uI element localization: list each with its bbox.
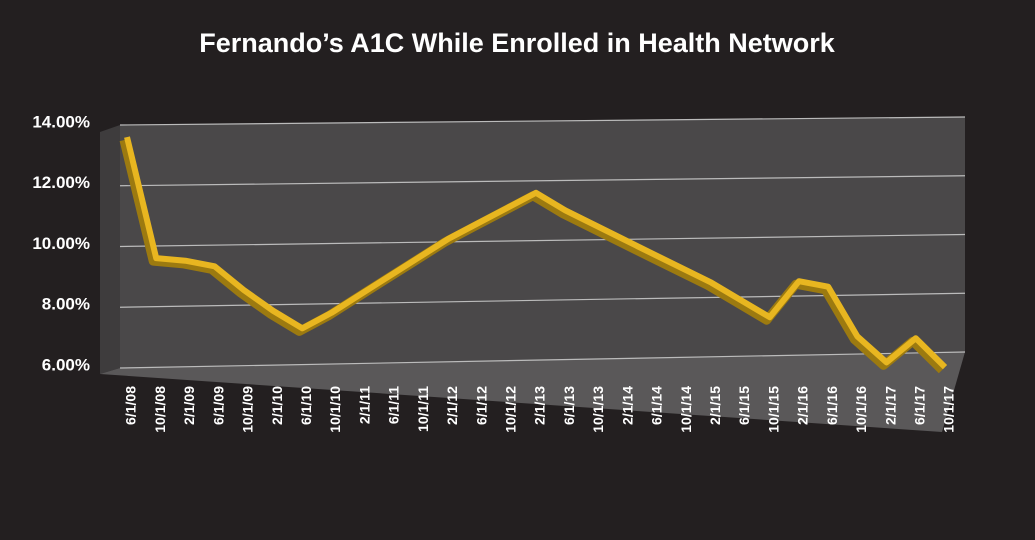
x-tick-label: 6/1/16 xyxy=(824,386,840,425)
x-tick-label: 6/1/17 xyxy=(911,386,927,425)
side-wall xyxy=(100,125,120,374)
x-tick-label: 2/1/14 xyxy=(619,386,635,425)
grid-line xyxy=(119,351,966,369)
x-tick-label: 2/1/17 xyxy=(882,386,898,425)
floor xyxy=(100,352,965,432)
x-tick-label: 6/1/15 xyxy=(736,386,752,425)
y-tick-label: 12.00% xyxy=(32,173,90,192)
back-wall xyxy=(120,117,965,368)
x-tick-label: 6/1/14 xyxy=(649,386,665,425)
x-tick-label: 10/1/14 xyxy=(678,386,694,433)
x-tick-label: 10/1/13 xyxy=(590,386,606,433)
x-tick-label: 10/1/15 xyxy=(765,386,781,433)
x-tick-label: 10/1/11 xyxy=(415,386,431,432)
x-tick-label: 2/1/15 xyxy=(707,386,723,425)
x-tick-label: 2/1/16 xyxy=(795,386,811,425)
x-tick-label: 10/1/16 xyxy=(853,386,869,433)
y-tick-label: 14.00% xyxy=(32,112,90,131)
grid-line xyxy=(119,233,966,248)
x-tick-label: 10/1/09 xyxy=(240,386,256,433)
x-tick-label: 6/1/12 xyxy=(473,386,489,425)
chart-title: Fernando’s A1C While Enrolled in Health … xyxy=(199,28,836,58)
x-tick-label: 10/1/08 xyxy=(152,386,168,433)
x-tick-label: 6/1/09 xyxy=(210,386,226,425)
grid-line xyxy=(119,116,966,126)
x-tick-label: 6/1/11 xyxy=(386,386,402,424)
x-tick-label: 10/1/12 xyxy=(502,386,518,433)
x-tick-label: 2/1/13 xyxy=(532,386,548,425)
y-tick-label: 6.00% xyxy=(42,355,90,374)
x-tick-label: 6/1/10 xyxy=(298,386,314,425)
x-tick-label: 10/1/17 xyxy=(941,386,957,433)
grid-line xyxy=(119,175,966,187)
x-tick-label: 6/1/13 xyxy=(561,386,577,425)
y-tick-label: 8.00% xyxy=(42,295,90,314)
y-tick-label: 10.00% xyxy=(32,234,90,253)
x-tick-label: 2/1/09 xyxy=(181,386,197,425)
x-tick-label: 6/1/08 xyxy=(123,386,139,425)
x-tick-label: 2/1/11 xyxy=(356,386,372,424)
x-tick-label: 10/1/10 xyxy=(327,386,343,433)
x-tick-label: 2/1/12 xyxy=(444,386,460,425)
x-tick-label: 2/1/10 xyxy=(269,386,285,425)
data-line xyxy=(124,136,948,370)
